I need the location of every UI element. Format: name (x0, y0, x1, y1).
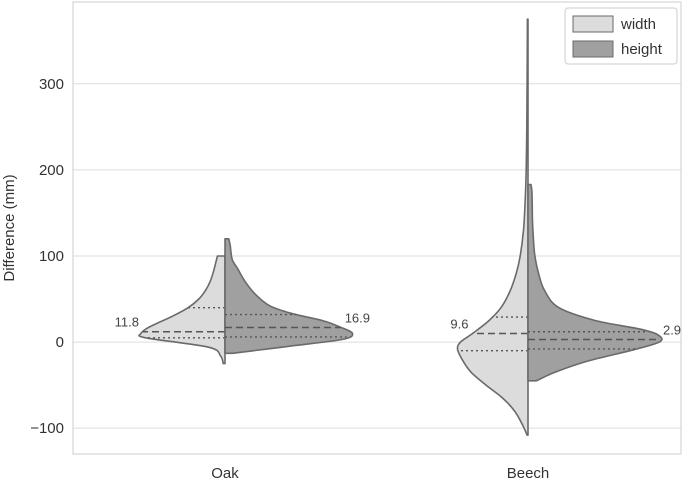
x-tick-label: Beech (507, 465, 550, 479)
y-tick-label: 0 (56, 334, 64, 351)
violin-half-height-beech (527, 183, 663, 382)
y-tick-label: 200 (39, 162, 64, 179)
median-label: 11.8 (115, 315, 139, 330)
y-axis: −100 0 100 200 300 (30, 76, 64, 437)
median-label: 16.9 (345, 310, 370, 325)
plot-frame (72, 1, 682, 455)
legend-label-height: height (621, 41, 663, 58)
y-axis-title: Difference (mm) (1, 174, 18, 281)
legend-label-width: width (620, 16, 656, 33)
y-tick-label: 100 (39, 248, 64, 265)
violin-half-width-beech (456, 18, 529, 436)
median-annotations: 11.8 9.6 16.9 2.9 (115, 310, 681, 337)
y-tick-label: 300 (39, 76, 64, 93)
grid-lines (73, 83, 681, 429)
median-label: 2.9 (663, 322, 681, 337)
violins (138, 18, 663, 436)
median-label: 9.6 (450, 316, 468, 331)
violin-half-width-oak (138, 255, 226, 365)
violin-half-height-oak (224, 238, 354, 355)
legend-swatch-width (572, 15, 614, 33)
legend-swatch-height (572, 40, 614, 58)
y-tick-label: −100 (30, 420, 64, 437)
x-axis: Oak Beech (211, 465, 549, 479)
legend[interactable]: width height (564, 7, 678, 65)
x-tick-label: Oak (211, 465, 239, 479)
